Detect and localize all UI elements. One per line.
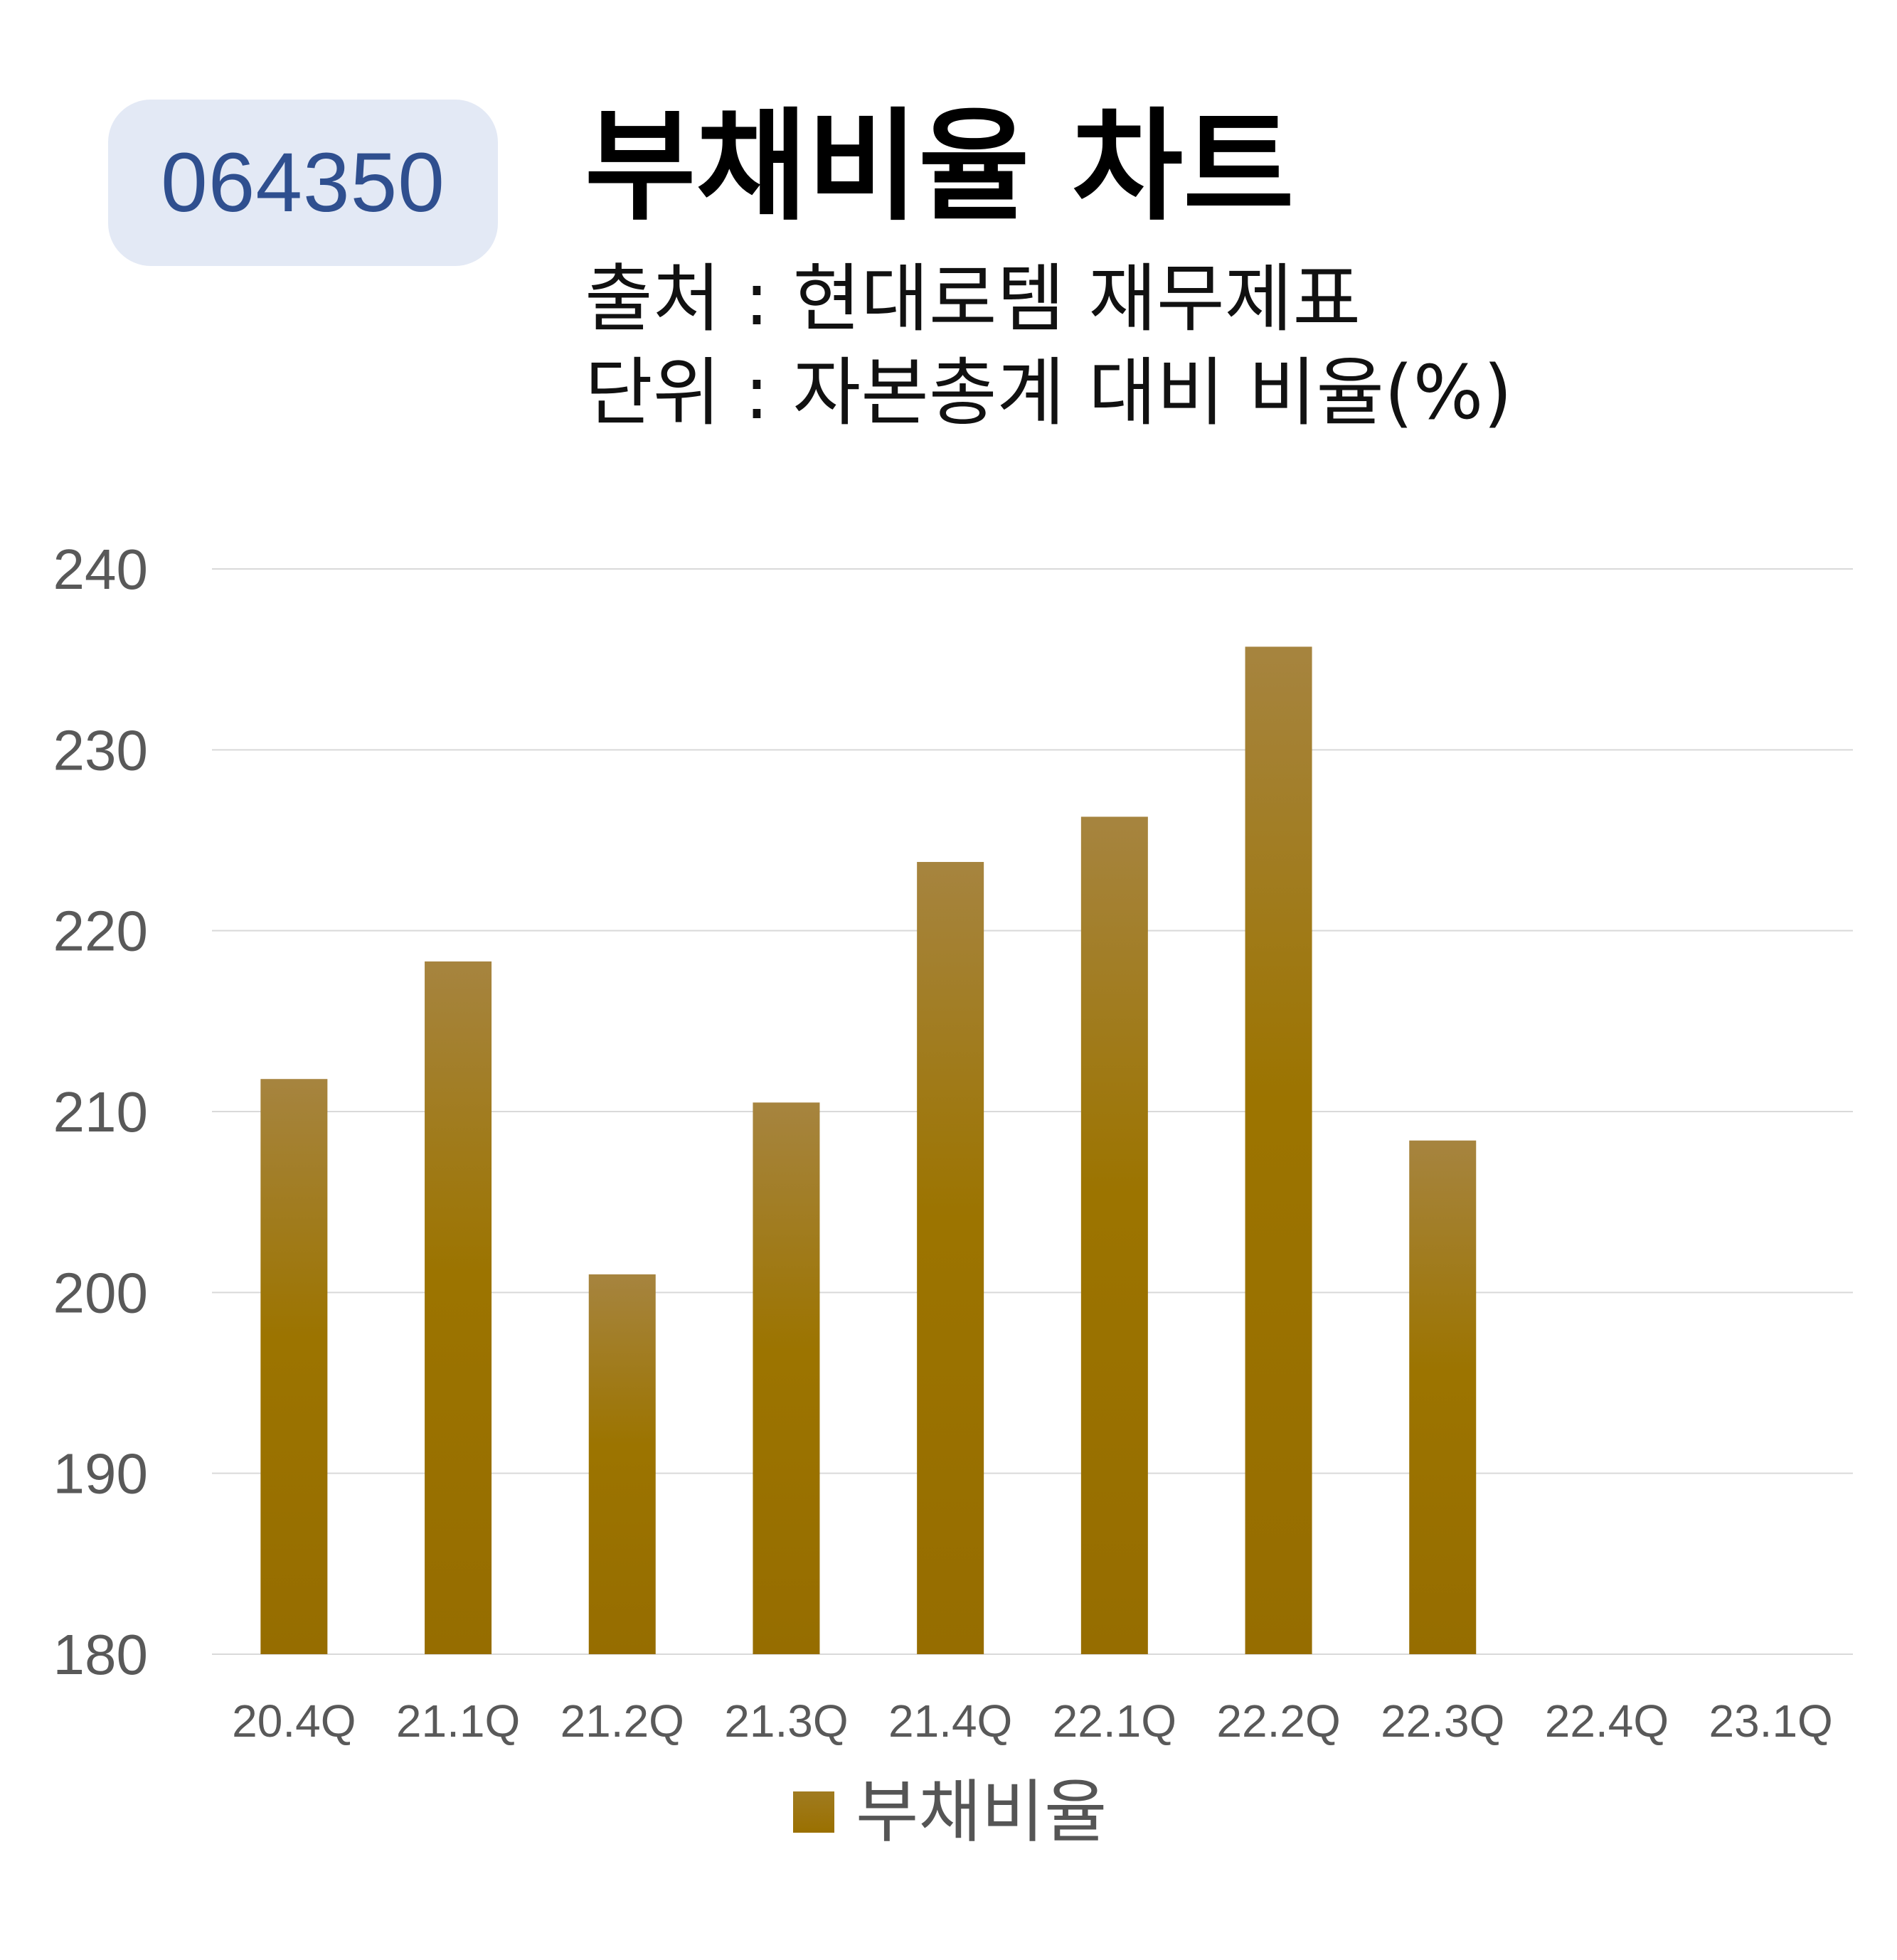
bar-21.3Q (753, 1102, 820, 1654)
x-tick-label: 21.4Q (888, 1695, 1012, 1747)
x-tick-label: 21.3Q (724, 1695, 848, 1747)
y-tick-label: 180 (53, 1623, 148, 1686)
bars (260, 646, 1477, 1655)
y-tick-label: 220 (53, 900, 148, 963)
legend: 부채비율 (793, 1778, 1107, 1846)
x-tick-label: 21.1Q (396, 1695, 520, 1747)
ticker-badge: 064350 (108, 100, 498, 266)
x-tick-label: 20.4Q (232, 1695, 356, 1747)
y-tick-label: 200 (53, 1261, 148, 1324)
x-tick-label: 21.2Q (560, 1695, 684, 1747)
y-axis-ticks: 240 230 220 210 200 190 180 (53, 538, 148, 1686)
y-tick-label: 210 (53, 1080, 148, 1144)
x-tick-label: 22.4Q (1545, 1695, 1669, 1747)
y-tick-label: 230 (53, 718, 148, 782)
chart-unit: 단위 : 자본총계 대비 비율(%) (585, 349, 1513, 436)
ticker-code: 064350 (161, 136, 445, 230)
chart-source: 출처 : 현대로템 재무제표 (585, 255, 1361, 342)
y-tick-label: 240 (53, 538, 148, 601)
legend-swatch (793, 1791, 834, 1833)
bar-22.2Q (1245, 646, 1312, 1655)
x-tick-label: 23.1Q (1709, 1695, 1832, 1747)
x-tick-label: 22.3Q (1381, 1695, 1504, 1747)
x-axis-ticks: 20.4Q 21.1Q 21.2Q 21.3Q 21.4Q 22.1Q 22.2Q 22.3Q… (232, 1695, 1833, 1747)
chart-title: 부채비율 차트 (585, 97, 1295, 238)
y-tick-label: 190 (53, 1442, 148, 1506)
x-tick-label: 22.2Q (1216, 1695, 1340, 1747)
bar-22.3Q (1409, 1140, 1477, 1654)
bar-21.1Q (425, 961, 492, 1654)
bar-21.2Q (588, 1274, 656, 1654)
bar-20.4Q (260, 1079, 328, 1654)
x-tick-label: 22.1Q (1053, 1695, 1176, 1747)
bar-21.4Q (917, 862, 984, 1654)
legend-label: 부채비율 (856, 1772, 1107, 1852)
bar-22.1Q (1080, 816, 1148, 1654)
